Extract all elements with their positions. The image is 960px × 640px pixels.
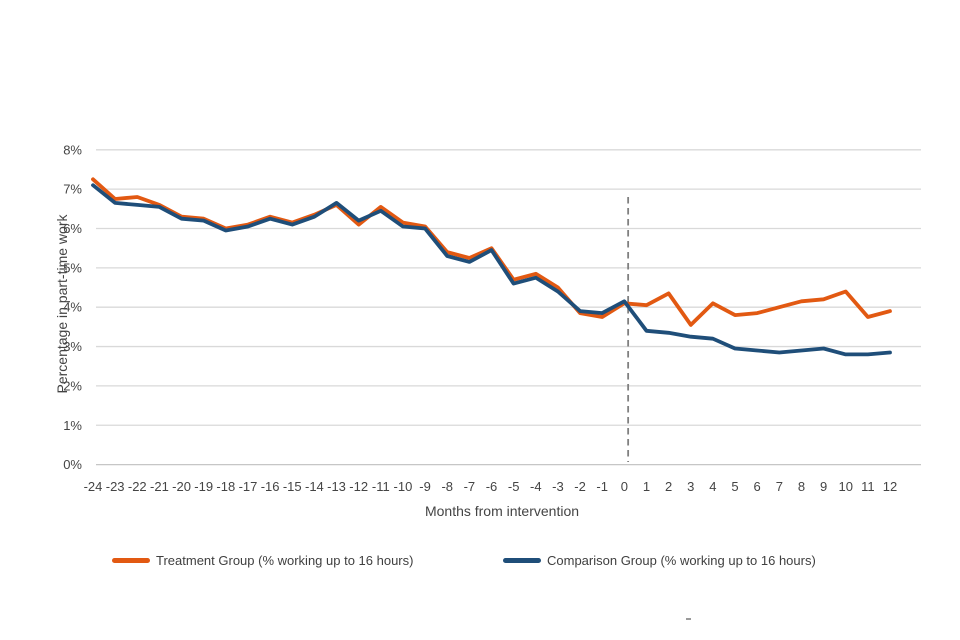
- y-axis-title: Percentage in part-time work: [54, 214, 70, 394]
- y-tick-label: 7%: [63, 182, 82, 197]
- x-tick-label: -1: [596, 479, 608, 494]
- x-tick-label: -6: [486, 479, 498, 494]
- x-tick-label: -13: [327, 479, 346, 494]
- x-tick-label: 12: [883, 479, 897, 494]
- x-tick-label: 8: [798, 479, 805, 494]
- x-tick-label: -15: [283, 479, 302, 494]
- y-tick-label: 0%: [63, 457, 82, 472]
- x-tick-label: 2: [665, 479, 672, 494]
- y-tick-label: 1%: [63, 418, 82, 433]
- x-tick-label: 1: [643, 479, 650, 494]
- x-tick-label: -12: [349, 479, 368, 494]
- x-tick-label: 6: [754, 479, 761, 494]
- y-tick-label: 5%: [63, 260, 82, 275]
- legend-label-treatment: Treatment Group (% working up to 16 hour…: [156, 552, 414, 568]
- x-tick-label: 11: [861, 479, 875, 494]
- x-tick-label: 10: [838, 479, 852, 494]
- x-tick-label: -2: [574, 479, 586, 494]
- x-tick-label: -11: [372, 479, 390, 494]
- y-tick-label: 6%: [63, 221, 82, 236]
- x-tick-label: 0: [621, 479, 628, 494]
- x-tick-label: 5: [731, 479, 738, 494]
- treatment-line-swatch: [112, 557, 150, 563]
- comparison-line-swatch: [503, 557, 541, 563]
- y-tick-label: 2%: [63, 378, 82, 393]
- legend-item-treatment: Treatment Group (% working up to 16 hour…: [112, 552, 413, 568]
- x-tick-label: 4: [709, 479, 716, 494]
- x-axis-title: Months from intervention: [424, 503, 580, 519]
- legend-label-comparison: Comparison Group (% working up to 16 hou…: [547, 552, 816, 568]
- x-tick-label: -8: [441, 479, 453, 494]
- x-tick-label: -5: [508, 479, 520, 494]
- y-tick-label: 4%: [63, 300, 82, 315]
- x-tick-label: -7: [464, 479, 476, 494]
- x-tick-label: -21: [150, 479, 169, 494]
- x-tick-label: 9: [820, 479, 827, 494]
- x-tick-label: 3: [687, 479, 694, 494]
- legend-item-comparison: Comparison Group (% working up to 16 hou…: [503, 552, 816, 568]
- x-tick-label: -14: [305, 479, 324, 494]
- x-tick-label: -10: [394, 479, 413, 494]
- x-tick-label: -16: [261, 479, 280, 494]
- x-tick-label: -24: [84, 479, 103, 494]
- x-tick-label: 7: [776, 479, 783, 494]
- x-tick-label: -18: [216, 479, 235, 494]
- y-tick-label: 3%: [63, 339, 82, 354]
- x-tick-label: -17: [239, 479, 258, 494]
- x-tick-label: -19: [194, 479, 213, 494]
- x-tick-label: -3: [552, 479, 564, 494]
- x-tick-label: -22: [128, 479, 147, 494]
- stray-mark: [686, 618, 691, 620]
- x-tick-label: -9: [419, 479, 431, 494]
- x-tick-label: -20: [172, 479, 191, 494]
- x-tick-label: -4: [530, 479, 542, 494]
- x-tick-label: -23: [106, 479, 125, 494]
- comparison-line: [91, 183, 892, 357]
- y-tick-label: 8%: [63, 142, 82, 157]
